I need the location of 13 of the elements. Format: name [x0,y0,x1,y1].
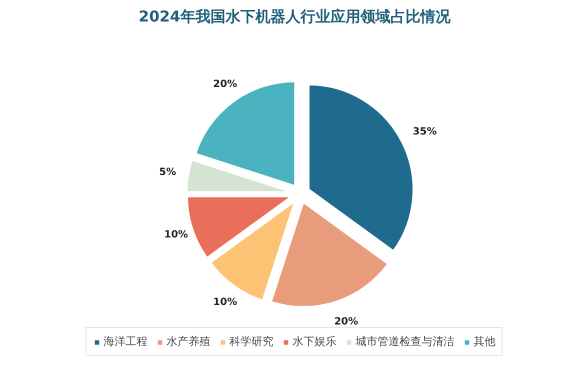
legend-label: 其他 [474,334,496,349]
legend-label: 水下娱乐 [292,334,336,349]
legend-label: 科学研究 [230,334,274,349]
legend-label: 城市管道检查与清洁 [356,334,454,349]
data-label: 5% [159,166,176,178]
legend-label: 海洋工程 [104,334,148,349]
data-label: 35% [412,126,437,138]
legend-label: 水产养殖 [166,334,210,349]
data-label: 20% [213,78,238,90]
chart-title: 2024年我国水下机器人行业应用领域占比情况 [138,8,452,26]
data-label: 20% [334,316,358,328]
data-label: 10% [213,297,238,308]
data-label: 10% [164,230,188,241]
